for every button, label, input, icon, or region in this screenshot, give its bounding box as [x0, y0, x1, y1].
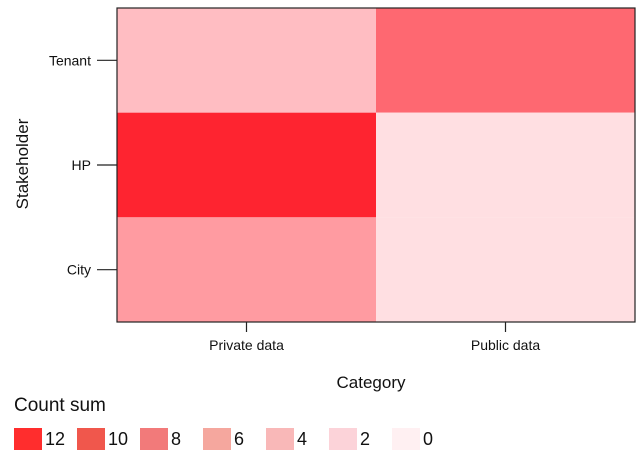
y-axis: Tenant HP City [49, 52, 117, 278]
legend-swatch [203, 428, 231, 450]
y-tick-label: City [67, 262, 91, 278]
heatmap-cell [117, 112, 376, 218]
y-tick-label: Tenant [49, 52, 91, 68]
heatmap-cell [376, 8, 635, 113]
legend-swatch [392, 428, 420, 450]
y-axis-title: Stakeholder [13, 118, 32, 209]
legend-label: 12 [45, 429, 66, 449]
heatmap-cell [117, 8, 376, 113]
heatmap-cell [117, 217, 376, 322]
heatmap-cells [117, 8, 635, 322]
x-tick-label: Private data [209, 337, 284, 353]
legend-swatch [329, 428, 357, 450]
legend-swatch [266, 428, 294, 450]
x-axis: Private data Public data [209, 322, 540, 353]
legend-swatch [14, 428, 42, 450]
legend-label: 8 [171, 429, 182, 449]
legend-swatch [77, 428, 105, 450]
legend-title: Count sum [14, 395, 106, 416]
legend-label: 6 [234, 429, 245, 449]
legend-label: 2 [360, 429, 371, 449]
x-tick-label: Public data [471, 337, 540, 353]
legend-swatch [140, 428, 168, 450]
heatmap-cell [376, 217, 635, 322]
legend-label: 10 [108, 429, 129, 449]
y-tick-label: HP [72, 157, 91, 173]
legend-label: 4 [297, 429, 308, 449]
heatmap-cell [376, 112, 635, 218]
x-axis-title: Category [337, 373, 406, 392]
heatmap-chart: Tenant HP City Private data Public data Sta… [13, 7, 636, 392]
legend-label: 0 [423, 429, 434, 449]
